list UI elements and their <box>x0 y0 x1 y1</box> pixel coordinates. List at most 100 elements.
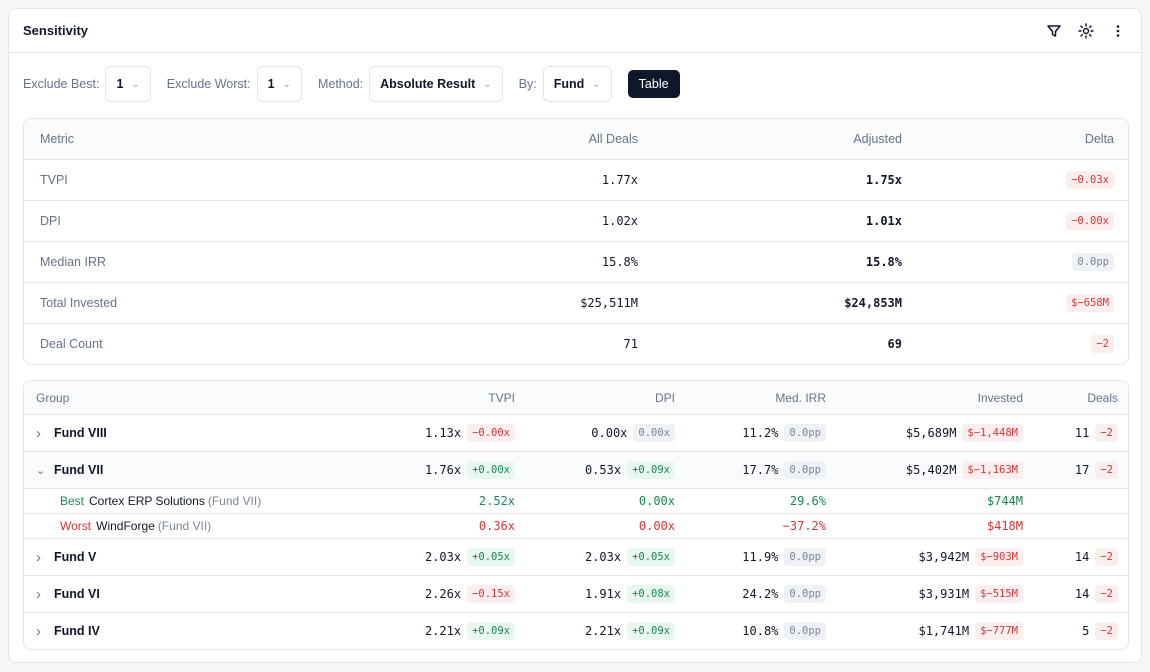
invested-delta-badge: $−903M <box>975 548 1023 566</box>
best-label: Best <box>60 494 85 508</box>
deal-name: Cortex ERP Solutions <box>89 494 205 508</box>
group-name-cell[interactable]: › Fund VI <box>24 586 324 603</box>
deals-delta-badge: −2 <box>1095 548 1118 566</box>
dpi-cell: 0.53x +0.09x <box>515 461 675 479</box>
irr-cell: −37.2% <box>675 519 826 533</box>
dpi-value: 0.00x <box>638 494 675 508</box>
group-row[interactable]: › Fund VIII 1.13x −0.00x 0.00x 0.00x 11.2% 0.0p… <box>24 414 1128 451</box>
adjusted-value: 1.75x <box>865 173 902 187</box>
group-name-cell[interactable]: › Fund VIII <box>24 425 324 442</box>
deals-cell: 17 −2 <box>1023 461 1118 479</box>
inv-cell: $418M <box>826 519 1023 533</box>
deals-delta-badge: −2 <box>1095 424 1118 442</box>
dpi-value: 0.53x <box>584 463 622 477</box>
all-deals-value: 15.8% <box>601 255 638 269</box>
tvpi-value: 2.26x <box>424 587 462 601</box>
irr-cell: 11.9% 0.0pp <box>675 548 826 566</box>
by-select[interactable]: Fund ⌄ <box>542 66 612 102</box>
deals-cell: 11 −2 <box>1023 424 1118 442</box>
delta-badge: 0.0pp <box>1072 253 1114 271</box>
chevron-right-icon[interactable]: › <box>36 622 41 640</box>
dpi-delta-badge: +0.09x <box>627 622 675 640</box>
tvpi-cell: 2.21x +0.09x <box>324 622 515 640</box>
irr-cell: 29.6% <box>675 494 826 508</box>
tvpi-value: 1.13x <box>424 426 462 440</box>
chevron-down-icon: ⌄ <box>282 78 291 90</box>
summary-table: Metric All Deals Adjusted Delta TVPI 1.77x 1.7… <box>23 118 1129 365</box>
exclude-best-select[interactable]: 1 ⌄ <box>105 66 151 102</box>
exclude-worst-label: Exclude Worst: <box>166 77 251 91</box>
metric-name: Deal Count <box>40 337 103 351</box>
invested-value: $1,741M <box>918 624 970 638</box>
deal-name: WindForge <box>96 519 155 533</box>
dpi-cell: 1.91x +0.08x <box>515 585 675 603</box>
chevron-right-icon[interactable]: › <box>36 548 41 566</box>
exclude-best-label: Exclude Best: <box>23 77 100 91</box>
irr-delta-badge: 0.0pp <box>784 461 826 479</box>
dpi-delta-badge: +0.05x <box>627 548 675 566</box>
invested-cell: $5,689M $−1,448M <box>826 424 1023 442</box>
tvpi-delta-badge: +0.05x <box>467 548 515 566</box>
method-label: Method: <box>317 77 364 91</box>
group-name: Fund IV <box>54 624 100 638</box>
irr-value: −37.2% <box>782 519 826 533</box>
group-name-cell[interactable]: ⌄ Fund VII <box>24 463 324 477</box>
dpi-delta-badge: 0.00x <box>633 424 675 442</box>
exclude-best-value: 1 <box>116 77 124 91</box>
group-row[interactable]: › Fund IV 2.21x +0.09x 2.21x +0.09x 10.8% 0.0pp… <box>24 612 1128 649</box>
dpi-value: 0.00x <box>591 426 628 440</box>
filter-icon[interactable] <box>1045 22 1063 40</box>
summary-row: Median IRR 15.8% 15.8% 0.0pp <box>24 241 1128 282</box>
chevron-right-icon[interactable]: › <box>36 585 41 603</box>
tvpi-cell: 2.26x −0.15x <box>324 585 515 603</box>
sensitivity-card: Sensitivity Exclude Best: 1 ⌄ Exclude Wor… <box>8 8 1142 663</box>
deals-value: 5 <box>1082 624 1090 638</box>
group-row[interactable]: › Fund VI 2.26x −0.15x 1.91x +0.08x 24.2% 0.0pp… <box>24 575 1128 612</box>
invested-cell: $5,402M $−1,163M <box>826 461 1023 479</box>
column-header-med-irr: Med. IRR <box>775 390 826 405</box>
delta-cell: −0.03x <box>902 171 1114 189</box>
dpi-cell: 0.00x <box>515 494 675 508</box>
chevron-down-icon[interactable]: ⌄ <box>36 464 46 477</box>
column-header-delta: Delta <box>1084 132 1114 146</box>
group-name-cell[interactable]: › Fund V <box>24 549 324 566</box>
dpi-value: 2.21x <box>584 624 622 638</box>
inv-cell: $744M <box>826 494 1023 508</box>
table-view-button[interactable]: Table <box>627 70 680 98</box>
card-title: Sensitivity <box>23 23 89 38</box>
group-row[interactable]: ⌄ Fund VII 1.76x +0.00x 0.53x +0.09x 17.7% 0.0p… <box>24 451 1128 488</box>
group-table: Group TVPI DPI Med. IRR Invested Deals › Fund V… <box>23 380 1129 650</box>
irr-delta-badge: 0.0pp <box>784 585 826 603</box>
exclude-worst-select[interactable]: 1 ⌄ <box>256 66 302 102</box>
dpi-value: 0.00x <box>638 519 675 533</box>
group-name: Fund V <box>54 550 97 564</box>
chevron-right-icon[interactable]: › <box>36 424 41 442</box>
invested-delta-badge: $−1,448M <box>962 424 1023 442</box>
group-row[interactable]: › Fund V 2.03x +0.05x 2.03x +0.05x 11.9% 0.0pp $… <box>24 538 1128 575</box>
method-select[interactable]: Absolute Result ⌄ <box>369 66 503 102</box>
sun-icon[interactable] <box>1077 22 1095 40</box>
deals-cell: 5 −2 <box>1023 622 1118 640</box>
irr-value: 11.9% <box>742 550 779 564</box>
summary-row: TVPI 1.77x 1.75x −0.03x <box>24 159 1128 200</box>
irr-cell: 24.2% 0.0pp <box>675 585 826 603</box>
adjusted-value: 15.8% <box>865 255 902 269</box>
group-name-cell[interactable]: › Fund IV <box>24 623 324 640</box>
column-header-group: Group <box>36 390 70 405</box>
more-vertical-icon[interactable] <box>1109 22 1127 40</box>
tvpi-cell: 0.36x <box>324 519 515 533</box>
column-header-dpi: DPI <box>654 390 675 405</box>
tvpi-value: 2.52x <box>478 494 515 508</box>
invested-delta-badge: $−1,163M <box>962 461 1023 479</box>
method-value: Absolute Result <box>380 77 476 91</box>
dpi-delta-badge: +0.09x <box>627 461 675 479</box>
invested-delta-badge: $−515M <box>975 585 1023 603</box>
tvpi-value: 2.03x <box>424 550 462 564</box>
exclude-worst-value: 1 <box>267 77 275 91</box>
adjusted-value: 69 <box>887 337 902 351</box>
deal-fund: (Fund VII) <box>207 494 262 508</box>
group-name: Fund VII <box>54 463 104 477</box>
irr-value: 11.2% <box>742 426 779 440</box>
delta-badge: $−658M <box>1066 294 1114 312</box>
dpi-value: 1.91x <box>584 587 622 601</box>
